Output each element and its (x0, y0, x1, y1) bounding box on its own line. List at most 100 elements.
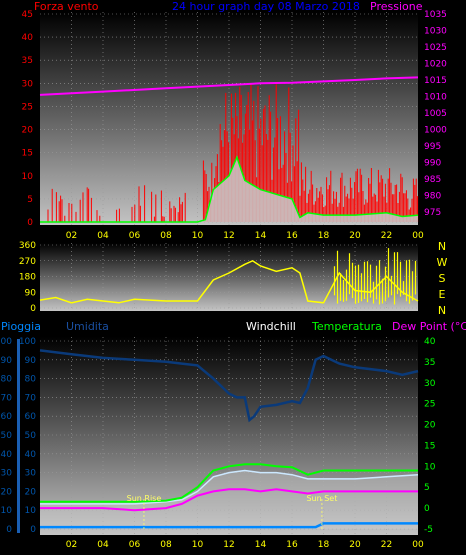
percent-y-tick: 70 (1, 393, 13, 403)
wind-panel-x-tick: 12 (223, 231, 234, 241)
direction-label-e: E (438, 288, 446, 301)
temp-panel-x-tick: 22 (381, 540, 392, 550)
humidity-y-tick: 70 (25, 393, 37, 403)
wind-panel-x-tick: 10 (192, 231, 204, 241)
humidity-y-tick: 50 (25, 431, 37, 441)
temp-panel-x-tick: 16 (286, 540, 298, 550)
wind-panel-x-tick: 00 (412, 231, 424, 241)
direction-y-tick: 180 (19, 273, 36, 283)
humidity-y-tick: 30 (25, 469, 37, 479)
direction-y-tick: 360 (19, 241, 36, 251)
temperature-y-tick: -5 (424, 525, 433, 535)
direction-label-w: W (436, 256, 448, 269)
percent-y-tick: 20 (1, 487, 13, 497)
humidity-y-tick: 100 (19, 337, 36, 347)
temp-panel-x-tick: 02 (66, 540, 77, 550)
direction-label-n2: N (437, 304, 447, 317)
humidity-y-tick: 10 (25, 506, 37, 516)
legend-dewpoint: Dew Point (°C) (392, 320, 466, 333)
humidity-y-tick: 60 (25, 412, 37, 422)
humidity-y-tick: 20 (25, 487, 37, 497)
humidity-y-tick: 80 (25, 375, 37, 385)
wind-y-tick: 25 (22, 102, 33, 112)
percent-y-tick: 50 (1, 431, 13, 441)
legend-windchill: Windchill (246, 320, 296, 333)
sun-rise-label: Sun Rise (127, 494, 162, 503)
wind-panel-x-tick: 16 (286, 231, 298, 241)
pressure-y-tick: 1030 (424, 27, 447, 37)
wind-direction-spikes (333, 248, 417, 305)
percent-y-tick: 60 (1, 412, 13, 422)
wind-panel-x-tick: 04 (97, 231, 109, 241)
humidity-y-tick: 0 (30, 525, 36, 535)
wind-y-tick: 20 (22, 126, 34, 136)
wind-y-tick: 30 (22, 79, 34, 89)
avg-wind-area (40, 157, 418, 222)
temperature-y-tick: 30 (424, 379, 436, 389)
temp-panel-x-tick: 12 (223, 540, 234, 550)
wind-y-tick: 45 (22, 10, 33, 20)
temperature-y-tick: 40 (424, 337, 436, 347)
direction-y-tick: 270 (19, 257, 36, 267)
wind-panel-x-tick: 14 (255, 231, 267, 241)
header-date-title: 24 hour graph day 08 Marzo 2018 (172, 0, 360, 13)
pressure-y-tick: 975 (424, 208, 441, 218)
temp-panel-x-tick: 10 (192, 540, 204, 550)
windchill-area (40, 470, 418, 529)
wind-panel-x-tick: 06 (129, 231, 141, 241)
temp-panel-x-tick: 18 (318, 540, 330, 550)
pressure-y-tick: 995 (424, 142, 441, 152)
percent-y-tick: 10 (1, 506, 13, 516)
direction-label-n1: N (437, 240, 447, 253)
left-axis-bar (17, 339, 20, 533)
legend-humidity: Umidita (66, 320, 109, 333)
wind-panel-x-tick: 02 (66, 231, 77, 241)
temp-panel-x-tick: 04 (97, 540, 109, 550)
direction-y-tick: 90 (25, 288, 37, 298)
wind-y-tick: 15 (22, 149, 33, 159)
percent-y-tick: 100 (0, 337, 12, 347)
wind-y-tick: 5 (27, 195, 33, 205)
temperature-y-tick: 0 (424, 504, 430, 514)
temp-panel-x-tick: 08 (160, 540, 172, 550)
temperature-y-tick: 5 (424, 483, 430, 493)
temperature-y-tick: 10 (424, 462, 436, 472)
percent-y-tick: 90 (1, 356, 13, 366)
temperature-line (40, 463, 418, 503)
percent-y-tick: 80 (1, 375, 13, 385)
pressure-y-tick: 1010 (424, 93, 447, 103)
pressure-y-tick: 985 (424, 175, 441, 185)
temp-panel-x-tick: 00 (412, 540, 424, 550)
pressure-y-tick: 1020 (424, 60, 447, 70)
wind-y-tick: 35 (22, 56, 33, 66)
humidity-y-tick: 40 (25, 450, 37, 460)
header-pressure-label: Pressione (370, 0, 423, 13)
legend-rain: Pioggia (1, 320, 41, 333)
windchill-line (40, 469, 419, 505)
temperature-y-tick: 15 (424, 441, 435, 451)
temp-panel-x-tick: 20 (349, 540, 361, 550)
dewpoint-line (40, 488, 418, 512)
rain-line (40, 522, 418, 529)
temperature-y-tick: 25 (424, 400, 435, 410)
pressure-line (39, 76, 419, 96)
pressure-y-tick: 1015 (424, 76, 447, 86)
wind-panel-x-tick: 18 (318, 231, 330, 241)
wind-panel-x-tick: 08 (160, 231, 172, 241)
pressure-y-tick: 1035 (424, 10, 447, 20)
percent-y-tick: 0 (6, 525, 12, 535)
wind-panel-x-tick: 22 (381, 231, 392, 241)
pressure-y-tick: 1025 (424, 43, 447, 53)
direction-label-s: S (438, 272, 446, 285)
percent-y-tick: 40 (1, 450, 13, 460)
wind-y-tick: 0 (27, 218, 33, 228)
direction-y-tick: 0 (30, 304, 36, 314)
pressure-y-tick: 1000 (424, 126, 447, 136)
sun-set-label: Sun Set (306, 494, 337, 503)
avg-wind-line (40, 155, 419, 223)
temperature-y-tick: 20 (424, 421, 436, 431)
temperature-y-tick: 35 (424, 358, 435, 368)
percent-y-tick: 30 (1, 469, 13, 479)
